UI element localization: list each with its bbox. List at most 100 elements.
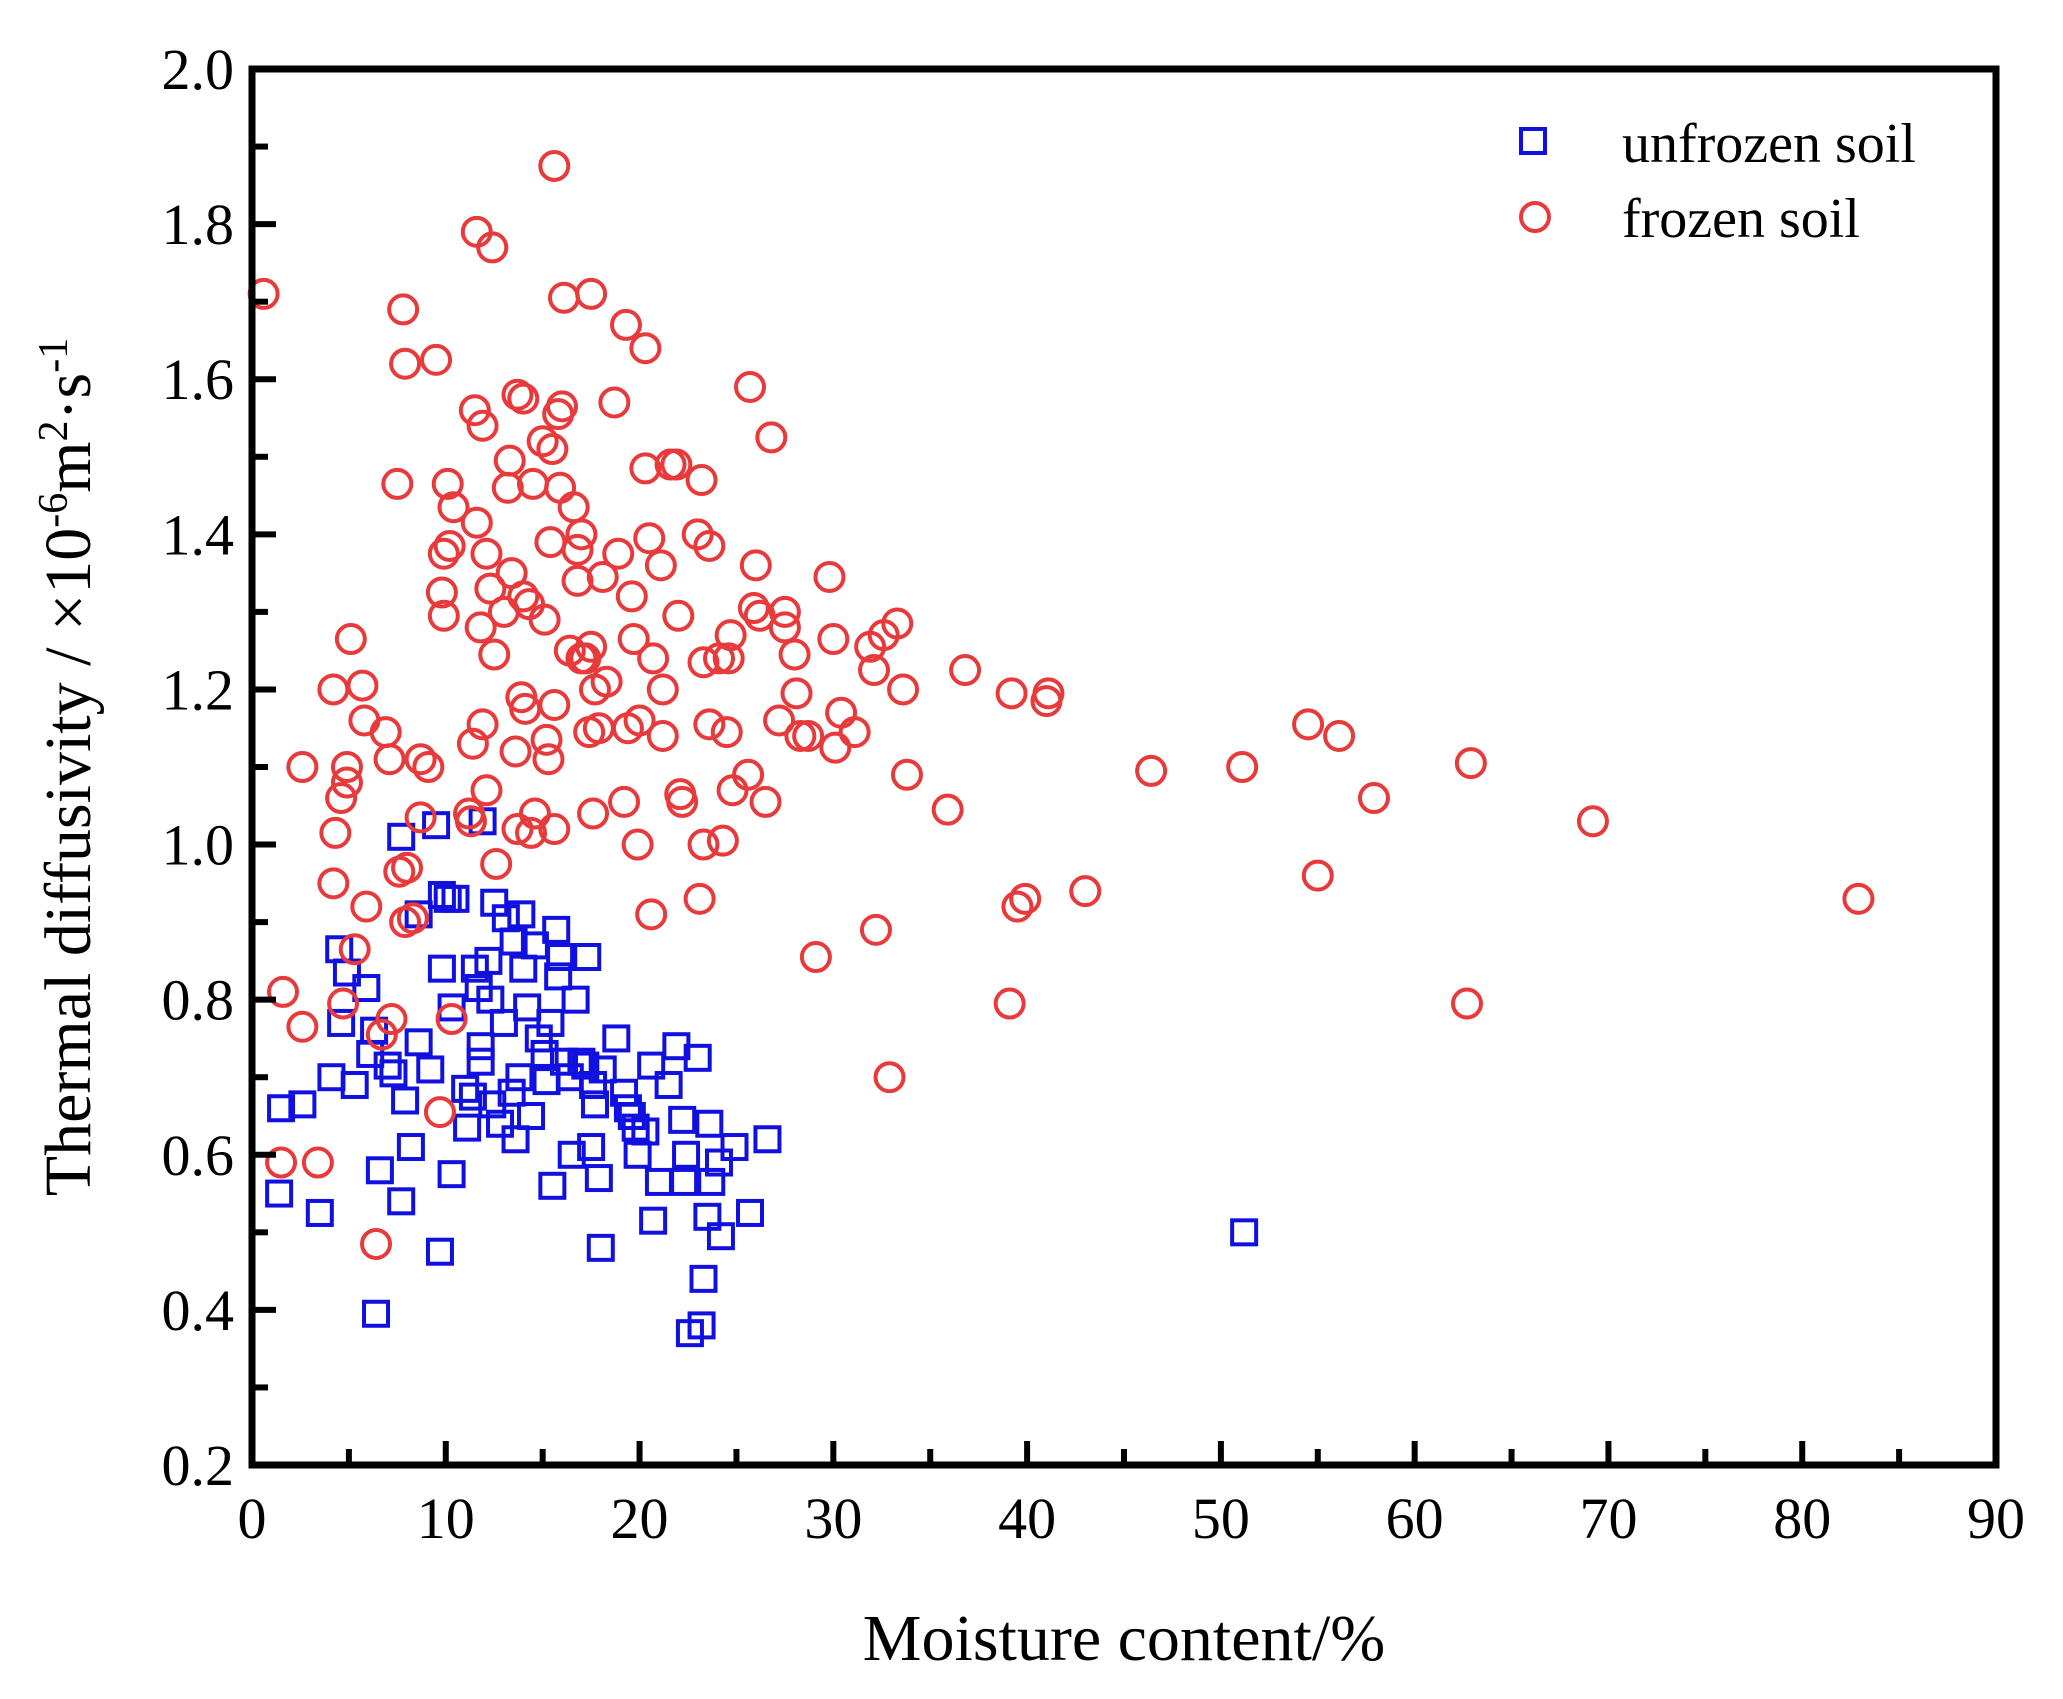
x-tick-label: 90 — [1967, 1486, 2025, 1551]
unfrozen-point — [753, 1125, 782, 1154]
frozen-point — [1454, 747, 1487, 780]
unfrozen-point — [654, 1070, 683, 1099]
frozen-point — [530, 723, 563, 756]
unfrozen-point — [720, 1133, 749, 1162]
frozen-point — [1323, 719, 1356, 752]
frozen-point — [325, 782, 358, 815]
frozen-point — [629, 452, 662, 485]
unfrozen-point — [588, 1055, 617, 1084]
frozen-point — [575, 630, 608, 663]
y-tick-label: 1.4 — [162, 502, 235, 567]
frozen-point — [435, 1003, 468, 1036]
unfrozen-point — [557, 1140, 586, 1169]
unfrozen-point — [437, 993, 466, 1022]
y-tick-label: 0.2 — [162, 1433, 235, 1498]
unfrozen-point — [536, 1008, 565, 1037]
frozen-point — [507, 580, 540, 613]
frozen-point — [546, 390, 579, 423]
series-frozen-soil — [247, 149, 1875, 1260]
x-tick-label: 80 — [1773, 1486, 1831, 1551]
frozen-point — [499, 735, 532, 768]
frozen-point — [687, 828, 720, 861]
frozen-point — [480, 847, 513, 880]
frozen-point — [466, 409, 499, 442]
legend-square-marker — [1519, 127, 1547, 155]
y-axis-title-unit: m — [32, 441, 105, 492]
unfrozen-point — [689, 1264, 718, 1293]
frozen-point — [792, 719, 825, 752]
unfrozen-point — [561, 985, 590, 1014]
frozen-point — [1001, 890, 1034, 923]
frozen-point — [681, 518, 714, 551]
frozen-point — [993, 987, 1026, 1020]
x-tick-label: 70 — [1579, 1486, 1637, 1551]
frozen-point — [1226, 751, 1259, 783]
frozen-point — [478, 638, 511, 671]
frozen-point — [536, 433, 569, 466]
unfrozen-point — [466, 1047, 495, 1076]
frozen-point — [838, 716, 871, 749]
frozen-point — [547, 281, 580, 314]
unfrozen-point — [544, 962, 573, 991]
unfrozen-point — [668, 1105, 697, 1134]
frozen-point — [381, 467, 414, 500]
unfrozen-point — [437, 1160, 466, 1189]
y-axis-title-sep-exp: -1 — [31, 338, 77, 373]
unfrozen-point — [404, 1028, 433, 1057]
frozen-point — [693, 708, 726, 741]
frozen-point — [995, 677, 1028, 710]
frozen-point — [330, 751, 363, 783]
frozen-point — [739, 549, 772, 582]
unfrozen-point — [489, 1008, 518, 1037]
frozen-point — [1069, 875, 1102, 908]
frozen-point — [737, 592, 770, 625]
unfrozen-point — [317, 1063, 346, 1092]
frozen-point — [706, 824, 739, 857]
frozen-point — [456, 727, 489, 760]
frozen-point — [598, 386, 631, 419]
unfrozen-point — [451, 1074, 480, 1103]
frozen-point — [712, 642, 745, 675]
frozen-point — [683, 882, 716, 915]
unfrozen-point — [631, 1117, 660, 1146]
frozen-point — [1576, 805, 1609, 838]
frozen-point — [685, 464, 718, 497]
frozen-point — [348, 704, 381, 737]
frozen-point — [538, 149, 571, 182]
frozen-point — [267, 975, 300, 1008]
unfrozen-point — [580, 1090, 609, 1119]
legend-label-unfrozen: unfrozen soil — [1622, 113, 1916, 175]
unfrozen-point — [352, 974, 381, 1003]
frozen-point — [433, 529, 466, 562]
unfrozen-point — [1230, 1218, 1259, 1247]
unfrozen-point — [513, 993, 542, 1022]
frozen-point — [493, 444, 526, 477]
frozen-point — [515, 816, 548, 849]
frozen-point — [813, 560, 846, 593]
frozen-point — [763, 704, 796, 737]
frozen-point — [1292, 708, 1325, 741]
frozen-point — [431, 467, 464, 500]
unfrozen-point — [466, 1032, 495, 1061]
unfrozen-point — [505, 1063, 534, 1092]
x-tick-label: 10 — [417, 1486, 475, 1551]
x-tick-label: 40 — [998, 1486, 1056, 1551]
x-tick-label: 60 — [1386, 1486, 1444, 1551]
unfrozen-point — [623, 1140, 652, 1169]
frozen-point — [474, 572, 507, 605]
frozen-point — [420, 343, 453, 376]
x-axis-title: Moisture content/% — [863, 1602, 1385, 1675]
frozen-point — [427, 537, 460, 570]
unfrozen-point — [340, 1070, 369, 1099]
frozen-point — [608, 785, 641, 818]
unfrozen-point — [416, 1055, 445, 1084]
frozen-point — [590, 665, 623, 698]
frozen-point — [577, 797, 610, 830]
unfrozen-point — [327, 1008, 356, 1037]
frozen-point — [582, 712, 615, 745]
unfrozen-point — [538, 1171, 567, 1200]
frozen-point — [1030, 685, 1063, 718]
frozen-point — [526, 425, 559, 458]
frozen-point — [778, 638, 811, 671]
unfrozen-point — [267, 1094, 296, 1123]
